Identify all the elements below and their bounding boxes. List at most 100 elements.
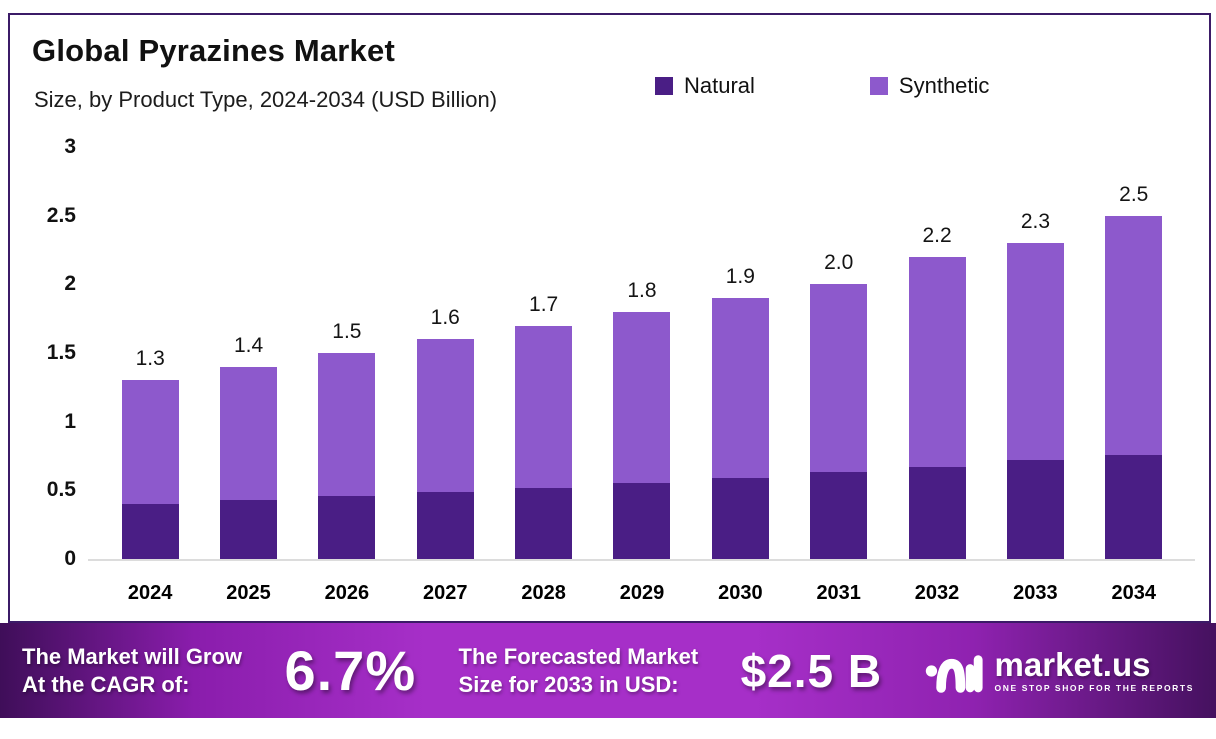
x-tick-2026: 2026 bbox=[324, 582, 370, 604]
bar-segment-natural-2025 bbox=[220, 499, 278, 559]
bar-total-label-2028: 1.7 bbox=[529, 292, 559, 316]
bar-segment-synthetic-2024 bbox=[121, 380, 179, 505]
bar-segment-synthetic-2032 bbox=[908, 256, 966, 467]
bar-total-label-2034: 2.5 bbox=[1119, 182, 1149, 206]
bar-segment-natural-2033 bbox=[1006, 460, 1064, 559]
bar-stack-2029 bbox=[613, 311, 671, 559]
y-tick-0.5: 0.5 bbox=[46, 478, 76, 502]
bar-total-label-2027: 1.6 bbox=[430, 306, 460, 330]
y-tick-1: 1 bbox=[64, 409, 76, 433]
cagr-value: 6.7% bbox=[284, 639, 417, 702]
bar-group-2027: 1.6 2027 bbox=[396, 147, 494, 604]
bar-segment-natural-2026 bbox=[318, 495, 376, 559]
forecast-label: The Forecasted Market Size for 2033 in U… bbox=[459, 643, 699, 699]
bar-total-label-2024: 1.3 bbox=[135, 347, 165, 371]
forecast-label-line1: The Forecasted Market bbox=[458, 643, 699, 669]
bar-segment-synthetic-2025 bbox=[220, 366, 278, 500]
legend-item-synthetic: Synthetic bbox=[869, 73, 990, 99]
bar-segment-natural-2024 bbox=[121, 504, 179, 559]
brand-name: market.us bbox=[994, 646, 1151, 683]
bar-group-2030: 1.9 2030 bbox=[691, 147, 789, 604]
bar-stack-2025 bbox=[220, 366, 278, 559]
x-tick-2033: 2033 bbox=[1013, 582, 1058, 604]
x-tick-2029: 2029 bbox=[619, 582, 665, 604]
bar-segment-natural-2029 bbox=[613, 483, 671, 559]
cagr-label: The Market will Grow At the CAGR of: bbox=[22, 643, 242, 699]
bar-group-2029: 1.8 2029 bbox=[593, 147, 691, 604]
chart-subtitle: Size, by Product Type, 2024-2034 (USD Bi… bbox=[34, 87, 498, 112]
bar-stack-2033 bbox=[1006, 243, 1064, 559]
bar-stack-2024 bbox=[121, 380, 179, 559]
legend-swatch-synthetic-icon bbox=[869, 77, 888, 95]
legend-swatch-natural-icon bbox=[655, 77, 673, 95]
y-tick-0: 0 bbox=[64, 547, 76, 570]
legend-label-natural: Natural bbox=[684, 73, 755, 98]
stats-banner: The Market will Grow At the CAGR of: 6.7… bbox=[0, 623, 1216, 718]
x-tick-2032: 2032 bbox=[914, 582, 960, 604]
y-tick-2: 2 bbox=[64, 272, 76, 296]
y-tick-2.5: 2.5 bbox=[46, 203, 76, 227]
bar-stack-2026 bbox=[318, 353, 376, 559]
bar-group-2028: 1.7 2028 bbox=[494, 147, 592, 604]
bar-group-2032: 2.2 2032 bbox=[888, 147, 986, 604]
bar-segment-natural-2032 bbox=[908, 467, 966, 559]
x-tick-2027: 2027 bbox=[423, 582, 468, 604]
bar-total-label-2030: 1.9 bbox=[725, 265, 755, 289]
bar-group-2034: 2.5 2034 bbox=[1085, 147, 1183, 604]
y-tick-3: 3 bbox=[64, 135, 76, 158]
x-tick-2030: 2030 bbox=[718, 582, 763, 604]
bar-stack-2031 bbox=[810, 284, 868, 559]
brand-logo: market.us ONE STOP SHOP FOR THE REPORTS bbox=[925, 645, 1194, 697]
brand-tagline: ONE STOP SHOP FOR THE REPORTS bbox=[994, 683, 1194, 693]
bar-segment-synthetic-2034 bbox=[1105, 215, 1163, 455]
page-title: Global Pyrazines Market bbox=[32, 33, 395, 68]
bar-segment-natural-2027 bbox=[416, 491, 474, 559]
cagr-label-line2: At the CAGR of: bbox=[22, 671, 190, 697]
chart-card: Global Pyrazines Market Size, by Product… bbox=[8, 13, 1211, 623]
x-tick-2031: 2031 bbox=[816, 582, 861, 604]
bar-segment-synthetic-2031 bbox=[810, 284, 868, 473]
bar-segment-synthetic-2027 bbox=[416, 339, 474, 492]
legend: Natural Synthetic bbox=[655, 73, 989, 99]
y-tick-1.5: 1.5 bbox=[46, 341, 76, 364]
bar-total-label-2029: 1.8 bbox=[627, 278, 657, 302]
bar-group-2024: 1.3 2024 bbox=[101, 147, 199, 604]
bar-segment-natural-2030 bbox=[711, 477, 769, 559]
plot-area: 1.3 2024 1.4 2025 1.5 2026 1.6 2027 1.7 2028 1.8 20… bbox=[101, 147, 1183, 604]
x-tick-2024: 2024 bbox=[127, 582, 173, 604]
bar-segment-synthetic-2026 bbox=[318, 353, 376, 496]
bar-segment-natural-2034 bbox=[1105, 454, 1163, 559]
market-us-logo-icon bbox=[925, 654, 983, 693]
bar-total-label-2032: 2.2 bbox=[922, 223, 952, 247]
bar-total-label-2031: 2.0 bbox=[824, 251, 854, 275]
bar-total-label-2025: 1.4 bbox=[233, 333, 264, 357]
x-tick-2034: 2034 bbox=[1111, 582, 1157, 604]
bar-group-2033: 2.3 2033 bbox=[986, 147, 1084, 604]
brand-text: market.us ONE STOP SHOP FOR THE REPORTS bbox=[994, 646, 1194, 694]
cagr-label-line1: The Market will Grow bbox=[22, 643, 243, 669]
x-tick-2028: 2028 bbox=[521, 582, 566, 604]
bar-segment-synthetic-2029 bbox=[613, 311, 671, 484]
bar-segment-natural-2031 bbox=[810, 472, 868, 559]
x-axis-baseline bbox=[88, 559, 1195, 561]
legend-label-synthetic: Synthetic bbox=[898, 73, 990, 98]
bar-total-label-2033: 2.3 bbox=[1020, 210, 1051, 234]
bar-stack-2032 bbox=[908, 256, 966, 559]
bar-stack-2028 bbox=[515, 325, 573, 559]
forecast-label-line2: Size for 2033 in USD: bbox=[458, 671, 679, 697]
legend-item-natural: Natural bbox=[655, 73, 755, 99]
x-tick-2025: 2025 bbox=[226, 582, 271, 604]
bar-stack-2027 bbox=[416, 339, 474, 559]
bar-stack-2034 bbox=[1105, 215, 1163, 559]
bar-group-2026: 1.5 2026 bbox=[298, 147, 396, 604]
bar-stack-2030 bbox=[711, 298, 769, 559]
bar-segment-synthetic-2030 bbox=[711, 298, 769, 478]
y-axis: 0 0.5 1 1.5 2 2.5 3 bbox=[16, 15, 76, 625]
bar-group-2025: 1.4 2025 bbox=[199, 147, 297, 604]
bar-group-2031: 2.0 2031 bbox=[790, 147, 888, 604]
bar-total-label-2026: 1.5 bbox=[332, 320, 362, 344]
bar-segment-natural-2028 bbox=[515, 487, 573, 559]
forecast-value: $2.5 B bbox=[740, 644, 883, 697]
bar-segment-synthetic-2028 bbox=[515, 325, 573, 488]
